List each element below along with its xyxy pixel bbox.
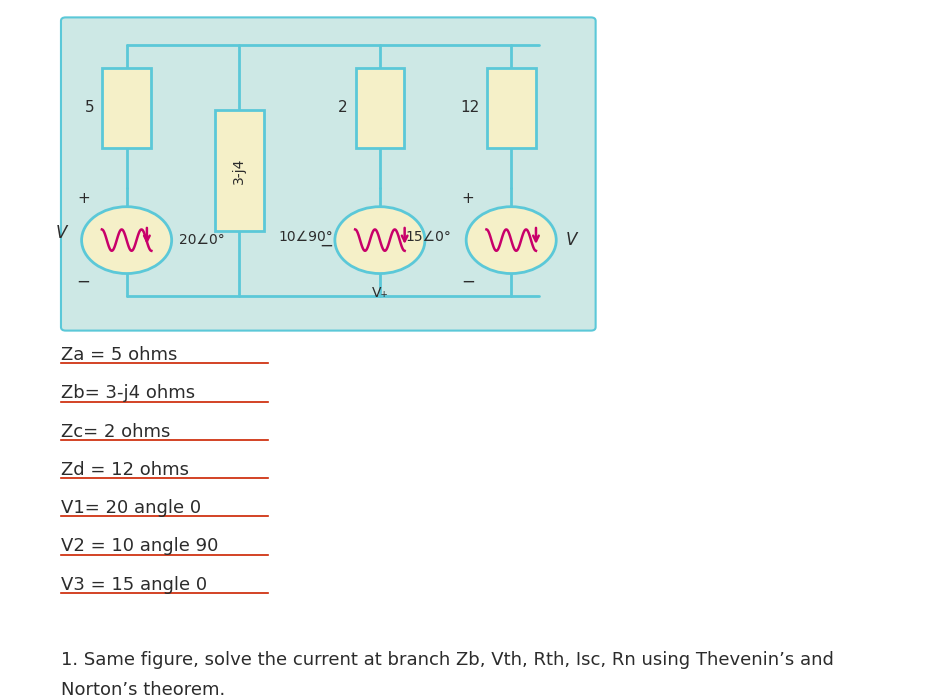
Text: 15∠0°: 15∠0°: [405, 230, 451, 244]
Text: +: +: [77, 191, 90, 206]
Text: 5: 5: [85, 100, 95, 116]
Text: V₊: V₊: [371, 286, 388, 300]
Text: −: −: [77, 273, 90, 291]
Bar: [487, 68, 536, 148]
Text: 1. Same figure, solve the current at branch Zb, Vth, Rth, Isc, Rn using Thevenin: 1. Same figure, solve the current at bra…: [61, 651, 834, 696]
Text: V3 = 15 angle 0: V3 = 15 angle 0: [61, 576, 207, 594]
FancyBboxPatch shape: [61, 17, 596, 331]
Bar: [356, 68, 404, 148]
Text: 3-j4: 3-j4: [233, 157, 246, 184]
Text: Zc= 2 ohms: Zc= 2 ohms: [61, 422, 171, 441]
Text: V: V: [566, 231, 577, 249]
Text: 10∠90°: 10∠90°: [279, 230, 333, 244]
Text: V2 = 10 angle 90: V2 = 10 angle 90: [61, 537, 219, 555]
Text: Zd = 12 ohms: Zd = 12 ohms: [61, 461, 189, 479]
Bar: [215, 109, 264, 231]
Text: 2: 2: [339, 100, 348, 116]
Text: 20∠0°: 20∠0°: [179, 233, 225, 247]
Text: −: −: [461, 273, 475, 291]
Text: V: V: [56, 224, 68, 242]
Circle shape: [82, 207, 172, 274]
Bar: [102, 68, 151, 148]
Circle shape: [466, 207, 556, 274]
Text: 12: 12: [460, 100, 479, 116]
Text: +: +: [461, 191, 475, 206]
Text: −: −: [319, 236, 333, 254]
Circle shape: [335, 207, 425, 274]
Text: Za = 5 ohms: Za = 5 ohms: [61, 346, 177, 364]
Text: Zb= 3-j4 ohms: Zb= 3-j4 ohms: [61, 384, 195, 402]
Text: V1= 20 angle 0: V1= 20 angle 0: [61, 499, 201, 517]
